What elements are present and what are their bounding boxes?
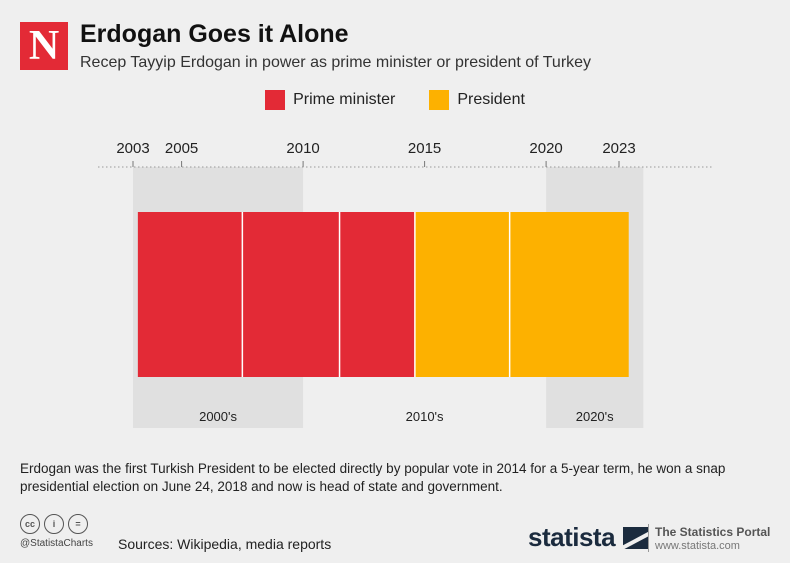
footnote: Erdogan was the first Turkish President … <box>20 461 726 494</box>
chart-subtitle: Recep Tayyip Erdogan in power as prime m… <box>80 54 592 71</box>
legend: Prime minister President <box>0 90 790 110</box>
cc-icon: cc <box>20 514 40 534</box>
legend-label-president: President <box>457 91 525 108</box>
chart-title: Erdogan Goes it Alone <box>80 20 349 48</box>
legend-label-prime-minister: Prime minister <box>293 91 396 108</box>
by-icon: i <box>44 514 64 534</box>
brand-logo: N <box>20 22 68 70</box>
term-bar-prime-minister-0 <box>137 212 243 377</box>
logo-letter: N <box>28 23 60 69</box>
decade-label-2: 2020's <box>576 409 614 424</box>
decade-label-1: 2010's <box>406 409 444 424</box>
timeline-chart: 2003 2005 2010 2015 2020 2023 2000's 2010's 2020… <box>98 140 712 428</box>
statista-mark-icon <box>623 526 650 549</box>
tick-label-2015: 2015 <box>408 140 441 157</box>
legend-item-president: President <box>429 90 525 110</box>
twitter-handle: @StatistaCharts <box>20 538 93 549</box>
tick-label-2023: 2023 <box>602 140 635 157</box>
nd-icon: = <box>68 514 88 534</box>
tick-label-2010: 2010 <box>286 140 319 157</box>
portal-label: The Statistics Portal <box>655 525 771 539</box>
tick-label-2020: 2020 <box>529 140 562 157</box>
legend-swatch-prime-minister <box>265 90 286 110</box>
portal-url: www.statista.com <box>655 540 740 552</box>
term-bar-prime-minister-2 <box>339 212 415 377</box>
decade-label-0: 2000's <box>199 409 237 424</box>
tick-label-2003: 2003 <box>116 140 149 157</box>
legend-item-prime-minister: Prime minister <box>265 90 395 110</box>
legend-swatch-president <box>429 90 450 110</box>
sources: Sources: Wikipedia, media reports <box>118 536 332 552</box>
term-bar-prime-minister-1 <box>242 212 340 377</box>
footer-divider <box>648 524 649 552</box>
statista-wordmark: statista <box>528 522 616 552</box>
tick-label-2005: 2005 <box>165 140 198 157</box>
statista-logo: statista <box>528 522 650 553</box>
term-bar-president-1 <box>509 212 629 377</box>
license-icons: cc i = <box>20 514 88 534</box>
term-bar-president-0 <box>414 212 510 377</box>
